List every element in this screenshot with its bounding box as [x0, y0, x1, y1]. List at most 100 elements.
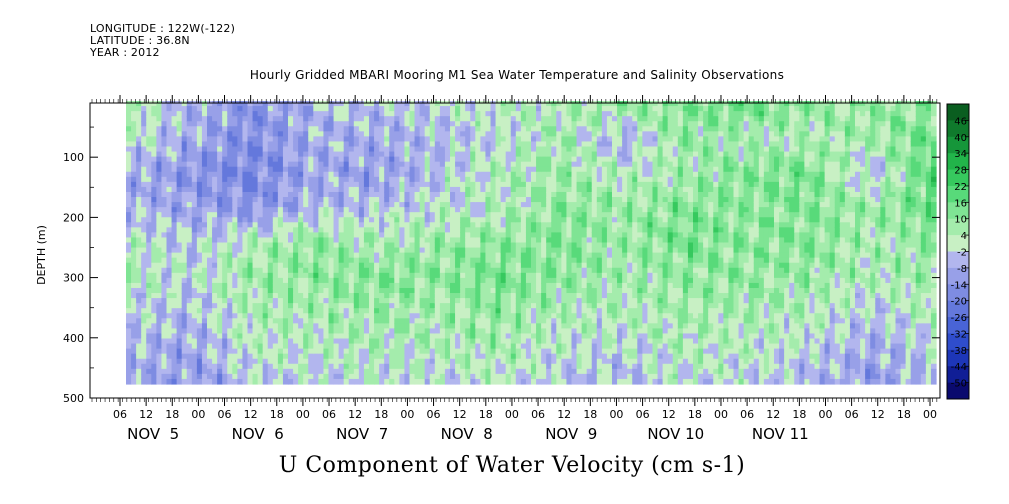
field-cell: [232, 358, 238, 365]
field-cell: [556, 353, 562, 360]
field-cell: [414, 212, 421, 218]
field-cell: [217, 298, 223, 304]
field-cell: [186, 191, 193, 198]
field-cell: [191, 272, 198, 279]
field-cell: [126, 368, 132, 375]
field-cell: [505, 146, 512, 153]
field-cell: [247, 373, 254, 380]
field-cell: [247, 257, 254, 264]
field-cell: [505, 191, 512, 198]
field-cell: [191, 146, 198, 153]
field-cell: [212, 358, 218, 365]
field-cell: [318, 323, 325, 329]
field-cell: [444, 202, 451, 208]
field-cell: [136, 186, 142, 193]
field-cell: [247, 343, 254, 350]
field-cell: [308, 308, 314, 314]
field-cell: [455, 313, 461, 319]
field-cell: [455, 252, 461, 259]
field-cell: [374, 121, 380, 127]
field-cell: [166, 151, 173, 158]
field-cell: [561, 136, 568, 143]
field-cell: [212, 186, 218, 193]
field-cell: [146, 277, 152, 284]
field-cell: [217, 106, 223, 112]
field-cell: [439, 277, 446, 284]
field-cell: [313, 242, 319, 249]
field-cell: [318, 166, 325, 173]
field-cell: [262, 191, 269, 198]
field-cell: [252, 141, 259, 148]
field-cell: [379, 363, 385, 370]
field-cell: [252, 222, 259, 228]
field-cell: [546, 136, 552, 143]
field-cell: [470, 232, 476, 239]
field-cell: [460, 237, 466, 244]
field-cell: [546, 156, 552, 163]
field-cell: [232, 368, 238, 375]
field-cell: [272, 186, 279, 193]
field-cell: [409, 293, 416, 299]
field-cell: [465, 166, 471, 173]
field-cell: [303, 242, 309, 249]
field-cell: [480, 202, 487, 208]
field-cell: [328, 136, 335, 143]
field-cell: [500, 161, 507, 168]
field-cell: [369, 353, 375, 360]
field-cell: [217, 242, 223, 249]
field-cell: [227, 222, 233, 228]
field-cell: [353, 318, 360, 324]
field-cell: [363, 247, 370, 254]
field-cell: [303, 338, 309, 345]
field-cell: [232, 111, 238, 117]
field-cell: [227, 242, 233, 249]
field-cell: [531, 262, 537, 269]
field-cell: [455, 222, 461, 228]
field-cell: [207, 267, 213, 274]
field-cell: [465, 207, 471, 213]
field-cell: [212, 121, 218, 127]
field-cell: [434, 353, 441, 360]
field-cell: [156, 151, 163, 158]
field-cell: [196, 212, 203, 218]
field-cell: [212, 303, 218, 309]
field-cell: [247, 313, 254, 319]
field-cell: [379, 121, 385, 127]
field-cell: [439, 348, 446, 355]
field-cell: [191, 318, 198, 324]
field-cell: [536, 287, 542, 294]
field-cell: [343, 343, 350, 350]
field-cell: [227, 298, 233, 304]
field-cell: [353, 197, 360, 203]
field-cell: [166, 181, 173, 188]
field-cell: [136, 313, 142, 319]
field-cell: [242, 106, 249, 112]
field-cell: [470, 272, 476, 279]
field-cell: [571, 282, 578, 289]
field-cell: [171, 126, 178, 132]
field-cell: [434, 287, 441, 294]
field-cell: [201, 287, 208, 294]
field-cell: [394, 197, 400, 203]
field-cell: [389, 267, 395, 274]
field-cell: [141, 368, 147, 375]
field-cell: [348, 176, 355, 183]
field-cell: [288, 166, 294, 173]
field-cell: [399, 202, 406, 208]
field-cell: [131, 343, 137, 350]
field-cell: [293, 161, 299, 168]
field-cell: [338, 181, 345, 188]
field-cell: [429, 161, 436, 168]
field-cell: [384, 318, 390, 324]
field-cell: [247, 333, 254, 340]
field-cell: [475, 262, 481, 269]
field-cell: [237, 368, 244, 375]
field-cell: [141, 287, 147, 294]
field-cell: [151, 373, 157, 380]
field-cell: [267, 141, 274, 148]
field-cell: [161, 373, 168, 380]
field-cell: [384, 348, 390, 355]
field-cell: [515, 378, 522, 385]
field-cell: [358, 151, 365, 158]
field-cell: [505, 121, 512, 127]
